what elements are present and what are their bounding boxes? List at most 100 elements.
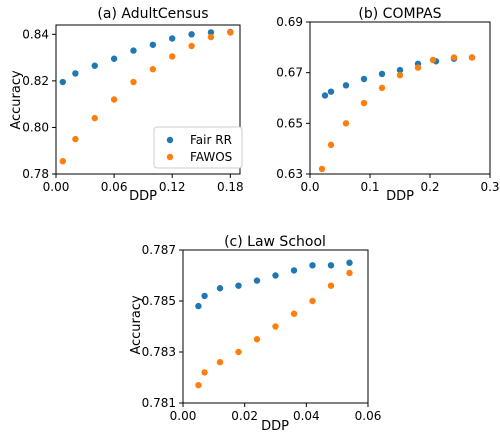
point-fair-rr [327, 88, 335, 95]
legend-frame [153, 126, 243, 169]
point-fawos [309, 297, 316, 305]
point-fawos [396, 72, 404, 79]
point-fawos [342, 120, 350, 127]
legend-marker-fawos [166, 153, 174, 161]
point-fawos [318, 165, 326, 173]
point-fair-rr [378, 70, 386, 78]
x-tick-label: 0.18 [217, 180, 244, 194]
point-fair-rr [110, 55, 118, 62]
point-fair-rr [195, 302, 202, 310]
x-tick-label: 0.0 [300, 180, 319, 194]
point-fair-rr [321, 92, 329, 99]
point-fawos [110, 96, 118, 103]
x-axis-label: DDP [129, 189, 157, 204]
point-fair-rr [188, 31, 195, 38]
x-tick-label: 0.04 [293, 409, 320, 423]
y-axis-label: Accuracy [129, 295, 144, 355]
plot-area: 0.00 0.02 0.04 0.06 0.781 0.783 0.785 0.787 [142, 243, 382, 423]
point-fawos [378, 84, 386, 92]
point-fair-rr [235, 282, 242, 289]
point-fair-rr [342, 82, 350, 89]
point-fair-rr [253, 277, 261, 284]
plot-area: 0.0 0.1 0.2 0.3 0.63 0.65 0.67 0.69 [276, 15, 499, 194]
x-tick-label: 0.2 [420, 180, 439, 194]
x-axis-label: DDP [261, 419, 289, 432]
point-fair-rr [346, 259, 353, 266]
point-fawos [169, 53, 176, 60]
point-fawos [235, 348, 242, 356]
x-tick-label: 0.06 [355, 409, 382, 423]
point-fawos [360, 99, 368, 107]
y-tick-label: 0.783 [142, 345, 176, 359]
point-fawos [429, 56, 437, 64]
point-fawos [272, 323, 279, 330]
point-fair-rr [130, 47, 137, 54]
point-fawos [59, 157, 66, 165]
point-fair-rr [360, 75, 368, 83]
point-fawos [207, 33, 215, 41]
point-fair-rr [201, 292, 208, 300]
point-fawos [468, 54, 476, 61]
point-fawos [253, 336, 261, 343]
y-tick-label: 0.80 [22, 120, 49, 134]
point-fawos [195, 381, 202, 389]
point-fawos [91, 114, 98, 122]
y-tick-label: 0.781 [142, 396, 176, 410]
point-fair-rr [327, 262, 335, 269]
x-tick-label: 0.1 [360, 180, 379, 194]
y-tick-label: 0.67 [276, 66, 303, 80]
panel-compas: (b) COMPAS 0.0 0.1 0.2 0.30.630.650.670.69 … [276, 6, 499, 204]
point-fair-rr [169, 35, 176, 42]
point-fair-rr [91, 62, 98, 69]
x-tick-label: 0.3 [480, 180, 499, 194]
plot-area: 0.00 0.06 0.12 0.18 0.78 0.80 0.82 0.84 [22, 24, 244, 194]
y-tick-label: 0.82 [22, 74, 49, 88]
y-tick-label: 0.65 [276, 116, 303, 130]
point-fawos [149, 66, 157, 73]
point-fawos [227, 29, 234, 36]
point-fawos [346, 269, 353, 277]
y-tick-label: 0.78 [22, 167, 49, 181]
axes-frame [182, 249, 369, 404]
y-tick-label: 0.84 [22, 27, 49, 41]
point-fair-rr [149, 41, 157, 48]
axes-frame [309, 21, 491, 175]
x-tick-label: 0.02 [231, 409, 258, 423]
panel-adultcensus: (a) AdultCensus 0.00 0.06 0.12 0.18 0.78 0.80… [9, 6, 244, 204]
point-fawos [450, 54, 458, 61]
point-fair-rr [216, 285, 224, 292]
chart-title: (c) Law School [224, 234, 326, 250]
point-fawos [130, 78, 137, 86]
point-fair-rr [72, 70, 79, 77]
legend-label-fair-rr: Fair RR [190, 133, 232, 147]
point-fawos [290, 310, 298, 317]
x-tick-label: 0.06 [101, 180, 128, 194]
chart-title: (b) COMPAS [358, 6, 441, 22]
legend-marker-fair-rr [166, 136, 174, 144]
legend: Fair RR FAWOS [153, 126, 243, 169]
x-tick-label: 0.00 [43, 180, 70, 194]
point-fawos [188, 42, 195, 50]
point-fair-rr [309, 262, 316, 269]
point-fawos [327, 141, 335, 149]
point-fawos [414, 64, 422, 71]
point-fawos [201, 369, 208, 376]
legend-label-fawos: FAWOS [190, 150, 232, 164]
point-fawos [327, 282, 335, 289]
axes-frame [55, 24, 241, 175]
point-fawos [216, 359, 224, 366]
y-tick-label: 0.785 [142, 294, 176, 308]
x-tick-label: 0.12 [159, 180, 186, 194]
y-tick-label: 0.787 [142, 243, 176, 257]
chart-title: (a) AdultCensus [97, 6, 208, 22]
x-tick-label: 0.00 [170, 409, 197, 423]
panel-law-school: (c) Law School 0.00 0.02 0.04 0.06 0.781 0.78… [129, 234, 381, 432]
point-fair-rr [272, 272, 279, 279]
point-fair-rr [290, 267, 298, 274]
x-axis-label: DDP [386, 189, 414, 204]
y-tick-label: 0.69 [276, 15, 303, 29]
point-fair-rr [59, 78, 66, 86]
point-fair-rr [396, 66, 404, 74]
y-axis-label: Accuracy [9, 70, 24, 130]
